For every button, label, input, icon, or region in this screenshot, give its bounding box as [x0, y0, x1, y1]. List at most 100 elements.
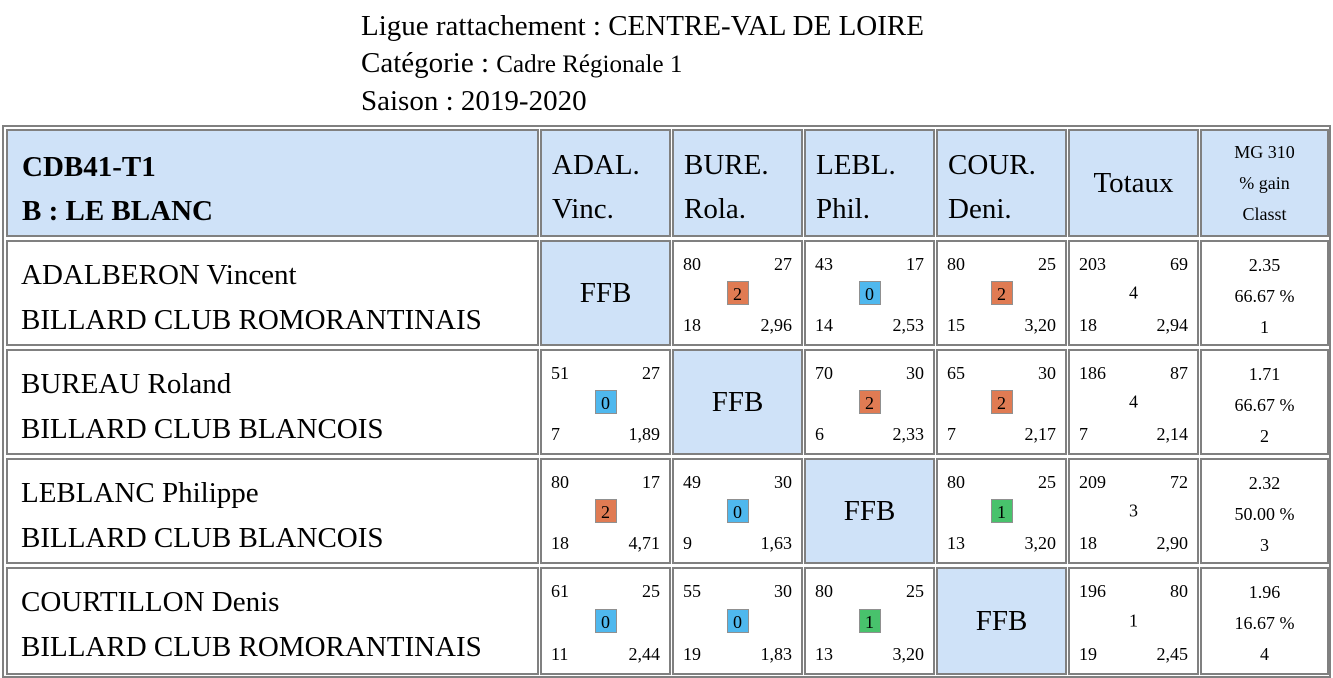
- column-header-lebl: LEBL. Phil.: [804, 129, 935, 237]
- score-innings: 30: [1038, 363, 1056, 383]
- column-header-line1: BURE.: [684, 149, 769, 181]
- player-club: BILLARD CLUB BLANCOIS: [21, 413, 384, 445]
- stats-cell: 2.35 66.67 % 1: [1200, 240, 1329, 346]
- totals-innings: 69: [1170, 254, 1188, 274]
- score-series: 7: [947, 424, 956, 444]
- match-points-badge: 2: [858, 390, 881, 414]
- saison-value: 2019-2020: [460, 85, 587, 117]
- column-header-cour: COUR. Deni.: [936, 129, 1067, 237]
- score-innings: 17: [906, 254, 924, 274]
- mg-header-line2: % gain: [1239, 173, 1290, 193]
- stats-cell: 1.96 16.67 % 4: [1200, 567, 1329, 675]
- column-header-line2: Phil.: [816, 193, 870, 225]
- score-innings: 30: [774, 581, 792, 601]
- match-score-cell: 80 25 1 13 3,20: [804, 567, 935, 675]
- score-average: 1,83: [760, 644, 793, 664]
- score-average: 4,71: [628, 533, 661, 553]
- score-points: 61: [551, 581, 569, 601]
- match-points-badge: 2: [726, 281, 749, 305]
- score-innings: 25: [906, 581, 924, 601]
- score-series: 9: [683, 533, 692, 553]
- stat-mg: 2.32: [1248, 473, 1281, 493]
- totals-points: 209: [1079, 472, 1106, 492]
- score-average: 1,89: [628, 424, 661, 444]
- ffb-cell: FFB: [804, 458, 935, 564]
- score-series: 18: [683, 315, 701, 335]
- results-table: CDB41-T1 B : LE BLANC ADAL. Vinc. BURE. Rola.…: [2, 125, 1331, 678]
- team-header-cell: CDB41-T1 B : LE BLANC: [6, 129, 539, 237]
- player-cell: LEBLANC Philippe BILLARD CLUB BLANCOIS: [6, 458, 539, 564]
- totals-average: 2,90: [1156, 533, 1189, 553]
- stat-mg: 1.96: [1248, 582, 1281, 602]
- stat-gain: 50.00 %: [1234, 504, 1295, 524]
- match-score-cell: 55 30 0 19 1,83: [672, 567, 803, 675]
- team-name: B : LE BLANC: [22, 195, 213, 227]
- stat-classt: 3: [1260, 535, 1269, 555]
- stat-gain: 16.67 %: [1234, 613, 1295, 633]
- score-innings: 25: [642, 581, 660, 601]
- score-innings: 30: [774, 472, 792, 492]
- match-points-badge: 0: [726, 609, 749, 633]
- score-series: 7: [551, 424, 560, 444]
- totals-cell: 203 69 4 18 2,94: [1068, 240, 1199, 346]
- column-header-line2: Vinc.: [552, 193, 614, 225]
- column-header-line2: Deni.: [948, 193, 1012, 225]
- score-series: 18: [551, 533, 569, 553]
- score-series: 14: [815, 315, 833, 335]
- score-points: 80: [947, 472, 965, 492]
- totals-average: 2,45: [1156, 644, 1189, 664]
- score-innings: 27: [642, 363, 660, 383]
- player-cell: ADALBERON Vincent BILLARD CLUB ROMORANTIN…: [6, 240, 539, 346]
- score-points: 70: [815, 363, 833, 383]
- score-series: 13: [947, 533, 965, 553]
- totals-average: 2,14: [1156, 424, 1189, 444]
- player-club: BILLARD CLUB ROMORANTINAIS: [21, 304, 482, 336]
- mg-header-line1: MG 310: [1234, 142, 1295, 162]
- score-average: 3,20: [892, 644, 925, 664]
- score-points: 65: [947, 363, 965, 383]
- match-points-badge: 2: [990, 281, 1013, 305]
- score-average: 3,20: [1024, 315, 1057, 335]
- score-series: 11: [551, 644, 569, 664]
- mg-header: MG 310 % gain Classt: [1200, 129, 1329, 237]
- score-series: 19: [683, 644, 701, 664]
- match-points-badge: 1: [858, 609, 881, 633]
- totals-series: 7: [1079, 424, 1088, 444]
- score-average: 2,44: [628, 644, 661, 664]
- ffb-cell: FFB: [936, 567, 1067, 675]
- player-club: BILLARD CLUB ROMORANTINAIS: [21, 631, 482, 663]
- totals-cell: 209 72 3 18 2,90: [1068, 458, 1199, 564]
- totals-points: 186: [1079, 363, 1106, 383]
- score-points: 80: [947, 254, 965, 274]
- match-points-badge: 0: [858, 281, 881, 305]
- score-average: 2,53: [892, 315, 925, 335]
- totals-cell: 196 80 1 19 2,45: [1068, 567, 1199, 675]
- match-score-cell: 80 17 2 18 4,71: [540, 458, 671, 564]
- match-score-cell: 80 25 2 15 3,20: [936, 240, 1067, 346]
- stat-gain: 66.67 %: [1234, 395, 1295, 415]
- match-score-cell: 61 25 0 11 2,44: [540, 567, 671, 675]
- score-points: 55: [683, 581, 701, 601]
- score-points: 43: [815, 254, 833, 274]
- totals-cell: 186 87 4 7 2,14: [1068, 349, 1199, 455]
- score-points: 51: [551, 363, 569, 383]
- ffb-cell: FFB: [540, 240, 671, 346]
- totals-innings: 87: [1170, 363, 1188, 383]
- score-points: 49: [683, 472, 701, 492]
- totals-match-points: 3: [1129, 500, 1138, 521]
- totals-match-points: 1: [1129, 610, 1138, 631]
- score-innings: 30: [906, 363, 924, 383]
- stat-classt: 2: [1260, 426, 1269, 446]
- categorie-value: Cadre Régionale 1: [496, 51, 683, 78]
- ffb-cell: FFB: [672, 349, 803, 455]
- stat-classt: 4: [1260, 644, 1269, 664]
- totals-innings: 72: [1170, 472, 1188, 492]
- player-name: ADALBERON Vincent: [21, 259, 297, 291]
- score-innings: 25: [1038, 472, 1056, 492]
- match-points-badge: 0: [594, 390, 617, 414]
- page-header: Ligue rattachement : CENTRE-VAL DE LOIRE…: [361, 8, 924, 120]
- totaux-header: Totaux: [1068, 129, 1199, 237]
- saison-line: Saison : 2019-2020: [361, 85, 587, 117]
- match-score-cell: 80 27 2 18 2,96: [672, 240, 803, 346]
- totals-series: 18: [1079, 315, 1097, 335]
